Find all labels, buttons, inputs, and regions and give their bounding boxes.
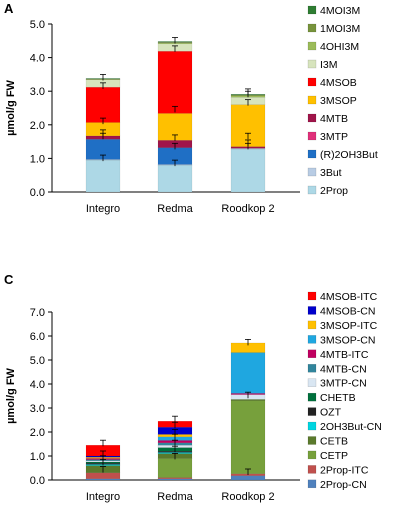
legend-label: 3MSOP-CN: [320, 334, 375, 346]
legend-label: 2OH3But-CN: [320, 421, 382, 433]
bar-segment-3msop-cn: [230, 352, 266, 394]
y-tick-label: 1.0: [30, 153, 45, 165]
legend: 4MOI3M 1MOI3M 4OHI3M I3M 4MSOB 3MSOP 4MTB 3MTP (…: [307, 5, 378, 197]
y-axis-label: µmol/g FW: [5, 79, 17, 135]
legend: 4MSOB-ITC 4MSOB-CN 3MSOP-ITC 3MSOP-CN 4MTB-I…: [307, 291, 382, 491]
legend-label: 4MTB: [320, 113, 348, 125]
y-tick-label: 3.0: [30, 86, 45, 98]
y-axis-label: µmol/g FW: [5, 367, 17, 423]
y-tick-label: 2.0: [30, 427, 45, 439]
legend-label: 1MOI3M: [320, 23, 360, 35]
legend-swatch: [307, 479, 317, 489]
legend-swatch: [307, 450, 317, 460]
y-tick-label: 5.0: [30, 355, 45, 367]
bar-segment-cetp: [157, 458, 193, 478]
bar-segment-4msob: [85, 86, 121, 123]
legend-swatch: [307, 5, 317, 15]
legend-label: 4MTB-ITC: [320, 349, 369, 361]
bar-stack-redma: [157, 37, 193, 193]
y-tick-label: 3.0: [30, 403, 45, 415]
y-tick-label: 6.0: [30, 331, 45, 343]
legend-swatch: [307, 291, 317, 301]
legend-swatch: [307, 378, 317, 387]
y-tick-label: 0.0: [30, 187, 45, 199]
panel-letter: A: [4, 1, 14, 16]
legend-swatch: [307, 421, 317, 431]
legend-label: 3MTP: [320, 131, 348, 143]
legend-swatch: [307, 167, 317, 177]
bar-segment-2prop-cn: [230, 475, 266, 481]
legend-label: 4OHI3M: [320, 41, 359, 53]
bar-stack-integro: [85, 74, 121, 193]
legend-swatch: [307, 149, 317, 159]
legend-swatch: [307, 392, 317, 402]
x-tick-label: Roodkop 2: [221, 491, 274, 503]
x-tick-label: Redma: [157, 491, 193, 503]
legend-swatch: [307, 95, 317, 105]
legend-label: CETP: [320, 450, 348, 462]
bar-stack-roodkop-2: [230, 88, 266, 193]
x-tick-label: Redma: [157, 203, 193, 215]
legend-swatch: [307, 436, 317, 445]
y-tick-label: 4.0: [30, 379, 45, 391]
x-tick-label: Integro: [86, 491, 120, 503]
legend-label: 4MSOB-ITC: [320, 291, 378, 303]
y-tick-label: 2.0: [30, 120, 45, 132]
x-tick-label: Integro: [86, 203, 120, 215]
panel-letter: C: [4, 272, 14, 287]
y-tick-label: 5.0: [30, 19, 45, 31]
bar-stack-roodkop-2: [230, 338, 266, 481]
legend-label: 3MTP-CN: [320, 378, 367, 390]
bar-segment-4msob: [157, 51, 193, 114]
legend-label: 3MSOP-ITC: [320, 320, 378, 332]
legend-swatch: [307, 364, 317, 373]
legend-swatch: [307, 41, 317, 51]
legend-label: 4MSOB: [320, 77, 357, 89]
legend-label: 2Prop-CN: [320, 479, 367, 491]
y-tick-label: 0.0: [30, 475, 45, 487]
bar-stack-redma: [157, 415, 193, 481]
legend-swatch: [307, 113, 317, 123]
bar-segment-2prop: [157, 164, 193, 193]
x-tick-label: Roodkop 2: [221, 203, 274, 215]
legend-label: 3MSOP: [320, 95, 357, 107]
bar-segment-2prop: [230, 148, 266, 193]
legend-label: I3M: [320, 59, 338, 71]
legend-label: 2Prop: [320, 185, 348, 197]
legend-swatch: [307, 306, 317, 315]
legend-swatch: [307, 23, 317, 33]
legend-swatch: [307, 185, 317, 195]
bar-stack-integro: [85, 439, 121, 481]
legend-swatch: [307, 77, 317, 87]
legend-swatch: [307, 407, 317, 416]
legend-label: 3But: [320, 167, 342, 179]
legend-swatch: [307, 320, 317, 330]
legend-swatch: [307, 335, 317, 344]
bar-segment-2prop: [85, 159, 121, 193]
legend-swatch: [307, 59, 317, 69]
y-tick-label: 7.0: [30, 307, 45, 319]
legend-label: CETB: [320, 436, 348, 448]
legend-label: 2Prop-ITC: [320, 464, 369, 476]
legend-label: (R)2OH3But: [320, 149, 378, 161]
legend-label: 4MOI3M: [320, 5, 360, 17]
legend-swatch: [307, 465, 317, 474]
legend-label: OZT: [320, 407, 342, 419]
y-tick-label: 4.0: [30, 53, 45, 65]
legend-swatch: [307, 131, 317, 141]
bar-segment-cetp: [230, 400, 266, 474]
legend-swatch: [307, 349, 317, 358]
y-tick-label: 1.0: [30, 451, 45, 463]
legend-label: CHETB: [320, 392, 356, 404]
legend-label: 4MSOB-CN: [320, 305, 375, 317]
bar-segment-2prop-itc: [85, 472, 121, 479]
legend-label: 4MTB-CN: [320, 363, 367, 375]
